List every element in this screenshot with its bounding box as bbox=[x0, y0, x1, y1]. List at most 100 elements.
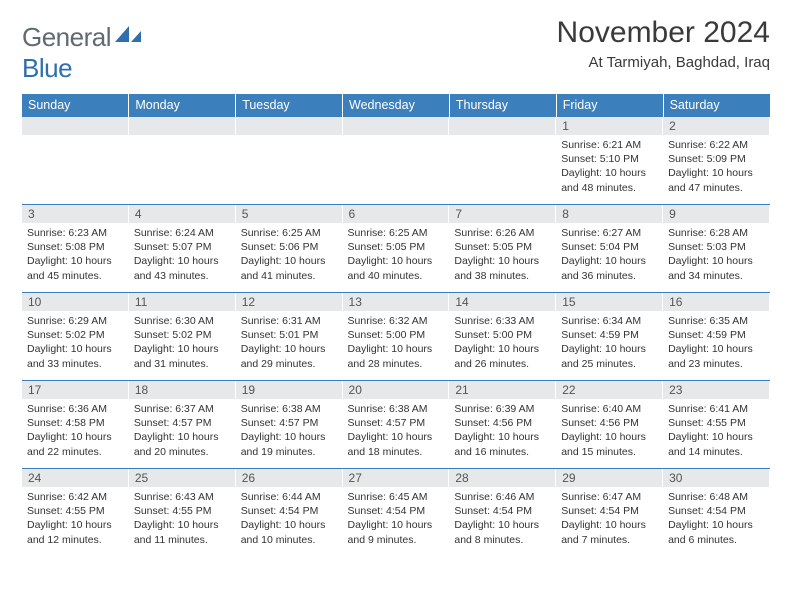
sunset-text: Sunset: 5:02 PM bbox=[27, 328, 124, 342]
daylight-text: Daylight: 10 hours and 33 minutes. bbox=[27, 342, 124, 370]
weekday-header: Tuesday bbox=[236, 94, 343, 117]
daylight-text: Daylight: 10 hours and 38 minutes. bbox=[454, 254, 551, 282]
day-cell: 28Sunrise: 6:46 AMSunset: 4:54 PMDayligh… bbox=[449, 469, 556, 557]
day-body bbox=[343, 135, 450, 195]
sunset-text: Sunset: 5:05 PM bbox=[454, 240, 551, 254]
day-cell bbox=[343, 117, 450, 205]
day-body bbox=[129, 135, 236, 195]
daylight-text: Daylight: 10 hours and 23 minutes. bbox=[668, 342, 765, 370]
day-number: 15 bbox=[556, 293, 663, 311]
location-text: At Tarmiyah, Baghdad, Iraq bbox=[557, 54, 770, 71]
daylight-text: Daylight: 10 hours and 29 minutes. bbox=[241, 342, 338, 370]
day-number: 17 bbox=[22, 381, 129, 399]
day-cell bbox=[449, 117, 556, 205]
daylight-text: Daylight: 10 hours and 15 minutes. bbox=[561, 430, 658, 458]
sunset-text: Sunset: 4:57 PM bbox=[348, 416, 445, 430]
sunrise-text: Sunrise: 6:34 AM bbox=[561, 314, 658, 328]
day-body: Sunrise: 6:38 AMSunset: 4:57 PMDaylight:… bbox=[236, 399, 343, 463]
day-cell: 11Sunrise: 6:30 AMSunset: 5:02 PMDayligh… bbox=[129, 293, 236, 381]
day-body: Sunrise: 6:26 AMSunset: 5:05 PMDaylight:… bbox=[449, 223, 556, 287]
day-body: Sunrise: 6:42 AMSunset: 4:55 PMDaylight:… bbox=[22, 487, 129, 551]
sunrise-text: Sunrise: 6:45 AM bbox=[348, 490, 445, 504]
day-body: Sunrise: 6:34 AMSunset: 4:59 PMDaylight:… bbox=[556, 311, 663, 375]
day-body: Sunrise: 6:38 AMSunset: 4:57 PMDaylight:… bbox=[343, 399, 450, 463]
day-body: Sunrise: 6:24 AMSunset: 5:07 PMDaylight:… bbox=[129, 223, 236, 287]
daylight-text: Daylight: 10 hours and 18 minutes. bbox=[348, 430, 445, 458]
sunset-text: Sunset: 4:54 PM bbox=[348, 504, 445, 518]
sunrise-text: Sunrise: 6:32 AM bbox=[348, 314, 445, 328]
daylight-text: Daylight: 10 hours and 19 minutes. bbox=[241, 430, 338, 458]
sunset-text: Sunset: 4:54 PM bbox=[561, 504, 658, 518]
day-cell: 25Sunrise: 6:43 AMSunset: 4:55 PMDayligh… bbox=[129, 469, 236, 557]
day-number: 13 bbox=[343, 293, 450, 311]
sunrise-text: Sunrise: 6:47 AM bbox=[561, 490, 658, 504]
sunset-text: Sunset: 5:00 PM bbox=[454, 328, 551, 342]
day-body: Sunrise: 6:41 AMSunset: 4:55 PMDaylight:… bbox=[663, 399, 770, 463]
day-body bbox=[449, 135, 556, 195]
day-cell: 14Sunrise: 6:33 AMSunset: 5:00 PMDayligh… bbox=[449, 293, 556, 381]
daylight-text: Daylight: 10 hours and 45 minutes. bbox=[27, 254, 124, 282]
day-body: Sunrise: 6:25 AMSunset: 5:05 PMDaylight:… bbox=[343, 223, 450, 287]
day-body: Sunrise: 6:46 AMSunset: 4:54 PMDaylight:… bbox=[449, 487, 556, 551]
day-cell bbox=[129, 117, 236, 205]
sunrise-text: Sunrise: 6:23 AM bbox=[27, 226, 124, 240]
day-cell: 7Sunrise: 6:26 AMSunset: 5:05 PMDaylight… bbox=[449, 205, 556, 293]
day-number: 3 bbox=[22, 205, 129, 223]
sunset-text: Sunset: 5:08 PM bbox=[27, 240, 124, 254]
weekday-header: Wednesday bbox=[343, 94, 450, 117]
header: General Blue November 2024 At Tarmiyah, … bbox=[22, 16, 770, 84]
sunset-text: Sunset: 4:58 PM bbox=[27, 416, 124, 430]
sunset-text: Sunset: 4:56 PM bbox=[454, 416, 551, 430]
logo-word-2: Blue bbox=[22, 53, 72, 83]
sunrise-text: Sunrise: 6:40 AM bbox=[561, 402, 658, 416]
day-cell: 26Sunrise: 6:44 AMSunset: 4:54 PMDayligh… bbox=[236, 469, 343, 557]
sunrise-text: Sunrise: 6:38 AM bbox=[241, 402, 338, 416]
sunset-text: Sunset: 5:03 PM bbox=[668, 240, 765, 254]
day-cell: 18Sunrise: 6:37 AMSunset: 4:57 PMDayligh… bbox=[129, 381, 236, 469]
day-cell: 23Sunrise: 6:41 AMSunset: 4:55 PMDayligh… bbox=[663, 381, 770, 469]
day-body: Sunrise: 6:25 AMSunset: 5:06 PMDaylight:… bbox=[236, 223, 343, 287]
day-number: 8 bbox=[556, 205, 663, 223]
week-row: 1Sunrise: 6:21 AMSunset: 5:10 PMDaylight… bbox=[22, 117, 770, 205]
day-number: 30 bbox=[663, 469, 770, 487]
logo-word-1: General bbox=[22, 22, 111, 52]
day-number-bar bbox=[129, 117, 236, 135]
sunrise-text: Sunrise: 6:28 AM bbox=[668, 226, 765, 240]
week-row: 10Sunrise: 6:29 AMSunset: 5:02 PMDayligh… bbox=[22, 293, 770, 381]
daylight-text: Daylight: 10 hours and 6 minutes. bbox=[668, 518, 765, 546]
week-row: 24Sunrise: 6:42 AMSunset: 4:55 PMDayligh… bbox=[22, 469, 770, 557]
day-body: Sunrise: 6:35 AMSunset: 4:59 PMDaylight:… bbox=[663, 311, 770, 375]
day-number: 12 bbox=[236, 293, 343, 311]
day-number-bar bbox=[22, 117, 129, 135]
day-cell: 15Sunrise: 6:34 AMSunset: 4:59 PMDayligh… bbox=[556, 293, 663, 381]
weekday-header: Monday bbox=[129, 94, 236, 117]
sunrise-text: Sunrise: 6:42 AM bbox=[27, 490, 124, 504]
day-body: Sunrise: 6:47 AMSunset: 4:54 PMDaylight:… bbox=[556, 487, 663, 551]
day-cell bbox=[236, 117, 343, 205]
day-number: 19 bbox=[236, 381, 343, 399]
day-cell: 29Sunrise: 6:47 AMSunset: 4:54 PMDayligh… bbox=[556, 469, 663, 557]
day-cell: 6Sunrise: 6:25 AMSunset: 5:05 PMDaylight… bbox=[343, 205, 450, 293]
sunrise-text: Sunrise: 6:29 AM bbox=[27, 314, 124, 328]
sunrise-text: Sunrise: 6:31 AM bbox=[241, 314, 338, 328]
day-body: Sunrise: 6:45 AMSunset: 4:54 PMDaylight:… bbox=[343, 487, 450, 551]
daylight-text: Daylight: 10 hours and 48 minutes. bbox=[561, 166, 658, 194]
day-cell: 1Sunrise: 6:21 AMSunset: 5:10 PMDaylight… bbox=[556, 117, 663, 205]
daylight-text: Daylight: 10 hours and 41 minutes. bbox=[241, 254, 338, 282]
day-body: Sunrise: 6:43 AMSunset: 4:55 PMDaylight:… bbox=[129, 487, 236, 551]
day-number: 23 bbox=[663, 381, 770, 399]
day-number: 18 bbox=[129, 381, 236, 399]
daylight-text: Daylight: 10 hours and 22 minutes. bbox=[27, 430, 124, 458]
day-number: 20 bbox=[343, 381, 450, 399]
sunset-text: Sunset: 4:55 PM bbox=[27, 504, 124, 518]
day-body: Sunrise: 6:30 AMSunset: 5:02 PMDaylight:… bbox=[129, 311, 236, 375]
day-cell: 8Sunrise: 6:27 AMSunset: 5:04 PMDaylight… bbox=[556, 205, 663, 293]
daylight-text: Daylight: 10 hours and 20 minutes. bbox=[134, 430, 231, 458]
sunset-text: Sunset: 4:56 PM bbox=[561, 416, 658, 430]
day-body: Sunrise: 6:23 AMSunset: 5:08 PMDaylight:… bbox=[22, 223, 129, 287]
daylight-text: Daylight: 10 hours and 36 minutes. bbox=[561, 254, 658, 282]
day-body: Sunrise: 6:40 AMSunset: 4:56 PMDaylight:… bbox=[556, 399, 663, 463]
day-number: 4 bbox=[129, 205, 236, 223]
day-number-bar bbox=[343, 117, 450, 135]
sunset-text: Sunset: 5:00 PM bbox=[348, 328, 445, 342]
